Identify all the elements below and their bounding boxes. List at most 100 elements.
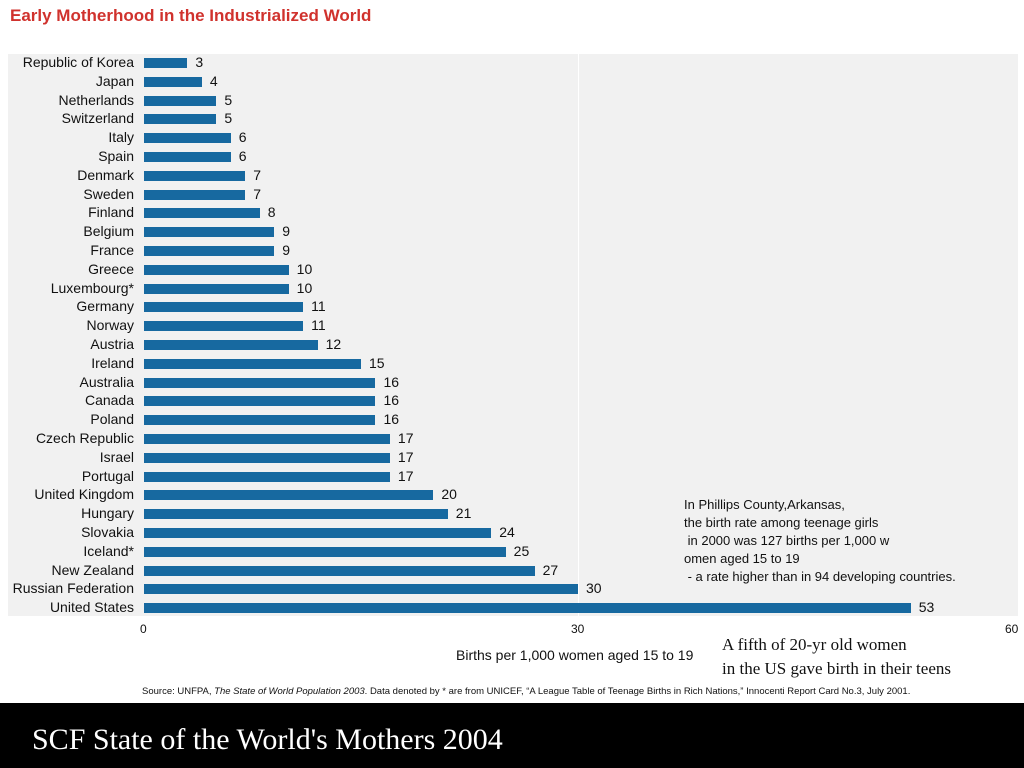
data-label: 30 xyxy=(586,580,602,597)
bar xyxy=(144,114,217,125)
data-label: 16 xyxy=(383,411,400,428)
phillips-county-note: In Phillips County,Arkansas, the birth r… xyxy=(684,497,956,584)
data-label: 17 xyxy=(397,430,414,446)
bar xyxy=(144,152,231,162)
data-label: 7 xyxy=(253,185,262,202)
category-label: Ireland xyxy=(91,354,134,371)
category-label: Norway xyxy=(86,317,134,334)
data-label: 9 xyxy=(282,242,290,258)
bar xyxy=(144,321,304,332)
category-label: New Zealand xyxy=(51,561,135,578)
data-label: 4 xyxy=(209,72,218,89)
data-label: 10 xyxy=(296,260,313,277)
bar xyxy=(144,76,202,87)
bar xyxy=(144,58,188,68)
bar xyxy=(144,490,434,501)
data-label: 21 xyxy=(455,505,472,522)
bar xyxy=(144,434,390,444)
chart-title: Early Motherhood in the Industrialized W… xyxy=(10,6,372,25)
bar xyxy=(144,603,911,614)
data-label: 16 xyxy=(383,373,400,390)
data-label: 5 xyxy=(224,91,233,108)
category-label: Finland xyxy=(88,204,134,221)
category-label: Spain xyxy=(98,148,134,164)
source-suffix: . Data denoted by * are from UNICEF, “A … xyxy=(364,686,911,697)
category-label: Belgium xyxy=(83,223,134,240)
footer-bar xyxy=(0,703,1024,768)
bar xyxy=(144,509,448,520)
x-tick-label: 30 xyxy=(571,622,585,636)
bar xyxy=(144,358,361,369)
data-label: 15 xyxy=(369,354,385,371)
gridline-30 xyxy=(578,54,579,616)
bar xyxy=(144,283,289,294)
x-tick-label: 60 xyxy=(1005,622,1019,636)
category-label: Iceland* xyxy=(83,542,134,559)
category-label: Australia xyxy=(79,373,134,390)
data-label: 25 xyxy=(513,542,530,559)
x-axis-label: Births per 1,000 women aged 15 to 19 xyxy=(456,647,694,663)
category-label: Republic of Korea xyxy=(22,54,134,70)
source-note: Source: UNFPA, The State of World Popula… xyxy=(142,686,910,697)
bar xyxy=(144,189,246,200)
bar xyxy=(144,246,275,256)
category-label: Greece xyxy=(88,260,134,277)
data-label: 17 xyxy=(397,448,414,465)
bar xyxy=(144,133,231,144)
data-label: 20 xyxy=(441,486,457,503)
data-label: 6 xyxy=(238,129,247,146)
data-label: 24 xyxy=(499,524,515,540)
category-label: Canada xyxy=(84,392,134,409)
data-label: 11 xyxy=(311,317,326,334)
category-label: Italy xyxy=(108,129,134,146)
category-label: Israel xyxy=(99,448,134,465)
data-label: 5 xyxy=(224,110,233,127)
category-label: United States xyxy=(49,599,134,616)
category-label: France xyxy=(90,242,134,258)
data-label: 6 xyxy=(238,148,247,164)
bar xyxy=(144,584,578,595)
us-teen-birth-note: A fifth of 20-yr old women in the US gav… xyxy=(722,635,951,678)
bar xyxy=(144,396,376,407)
category-label: Switzerland xyxy=(61,110,134,127)
footer-title: SCF State of the World's Mothers 2004 xyxy=(32,723,503,756)
category-label: Austria xyxy=(90,336,134,352)
category-label: Czech Republic xyxy=(35,430,134,446)
bar xyxy=(144,471,390,482)
data-label: 16 xyxy=(383,392,400,409)
category-label: Netherlands xyxy=(58,91,135,108)
bar xyxy=(144,415,376,426)
category-label: Sweden xyxy=(83,185,134,202)
bar xyxy=(144,546,506,557)
data-label: 3 xyxy=(195,54,204,70)
source-title: The State of World Population 2003 xyxy=(214,686,365,697)
data-label: 53 xyxy=(918,599,935,616)
bar xyxy=(144,528,492,538)
data-label: 12 xyxy=(325,336,342,352)
category-label: Hungary xyxy=(81,505,134,522)
data-label: 7 xyxy=(253,166,262,183)
plot-area xyxy=(8,54,1018,616)
bar xyxy=(144,227,275,238)
category-label: Poland xyxy=(90,411,134,428)
data-label: 27 xyxy=(542,561,559,578)
category-label: Denmark xyxy=(77,166,134,183)
data-label: 10 xyxy=(296,279,313,296)
category-label: United Kingdom xyxy=(34,486,134,503)
category-label: Portugal xyxy=(81,467,134,484)
bar xyxy=(144,302,304,313)
bar xyxy=(144,264,289,275)
source-prefix: Source: UNFPA, xyxy=(142,686,215,697)
category-label: Japan xyxy=(95,72,134,89)
category-label: Luxembourg* xyxy=(50,279,134,296)
bar xyxy=(144,565,535,576)
data-label: 8 xyxy=(267,204,276,221)
x-tick-label: 0 xyxy=(140,622,147,636)
bar xyxy=(144,170,246,181)
bar xyxy=(144,208,260,219)
bar xyxy=(144,452,390,463)
category-label: Slovakia xyxy=(81,524,134,540)
data-label: 11 xyxy=(311,298,326,315)
bar xyxy=(144,377,376,388)
